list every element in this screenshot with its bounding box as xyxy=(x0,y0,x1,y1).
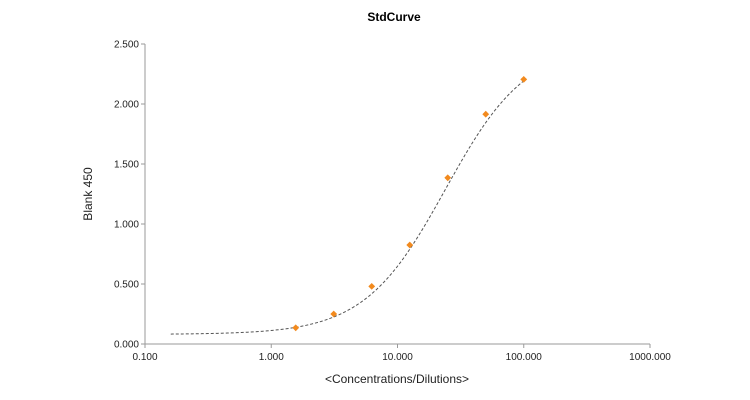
y-tick-label: 0.000 xyxy=(114,340,139,351)
axis-ticks: 0.100 1.000 10.000 100.000 1000.000 0.000 0.50… xyxy=(114,40,671,364)
data-point xyxy=(520,76,528,83)
x-tick-label: 10.000 xyxy=(382,352,413,363)
y-tick-label: 1.500 xyxy=(114,160,139,171)
y-tick-label: 2.500 xyxy=(114,40,139,51)
y-tick-label: 1.000 xyxy=(114,220,139,231)
data-point xyxy=(444,174,452,182)
y-axis-label: Blank 450 xyxy=(81,167,95,221)
data-point xyxy=(368,283,376,290)
y-tick-label: 2.000 xyxy=(114,100,139,111)
chart-title: StdCurve xyxy=(367,10,421,24)
data-point xyxy=(330,310,338,318)
x-axis-label: <Concentrations/Dilutions> xyxy=(325,372,469,386)
fit-curve-layer xyxy=(170,80,525,335)
data-point xyxy=(292,324,300,332)
fit-curve xyxy=(170,80,525,335)
data-points xyxy=(292,76,528,332)
x-tick-label: 1000.000 xyxy=(629,352,671,363)
x-tick-label: 100.000 xyxy=(506,352,543,363)
x-tick-label: 0.100 xyxy=(132,352,157,363)
data-point xyxy=(482,110,490,118)
data-point xyxy=(406,241,414,249)
x-tick-label: 1.000 xyxy=(259,352,284,363)
y-tick-label: 0.500 xyxy=(114,280,139,291)
